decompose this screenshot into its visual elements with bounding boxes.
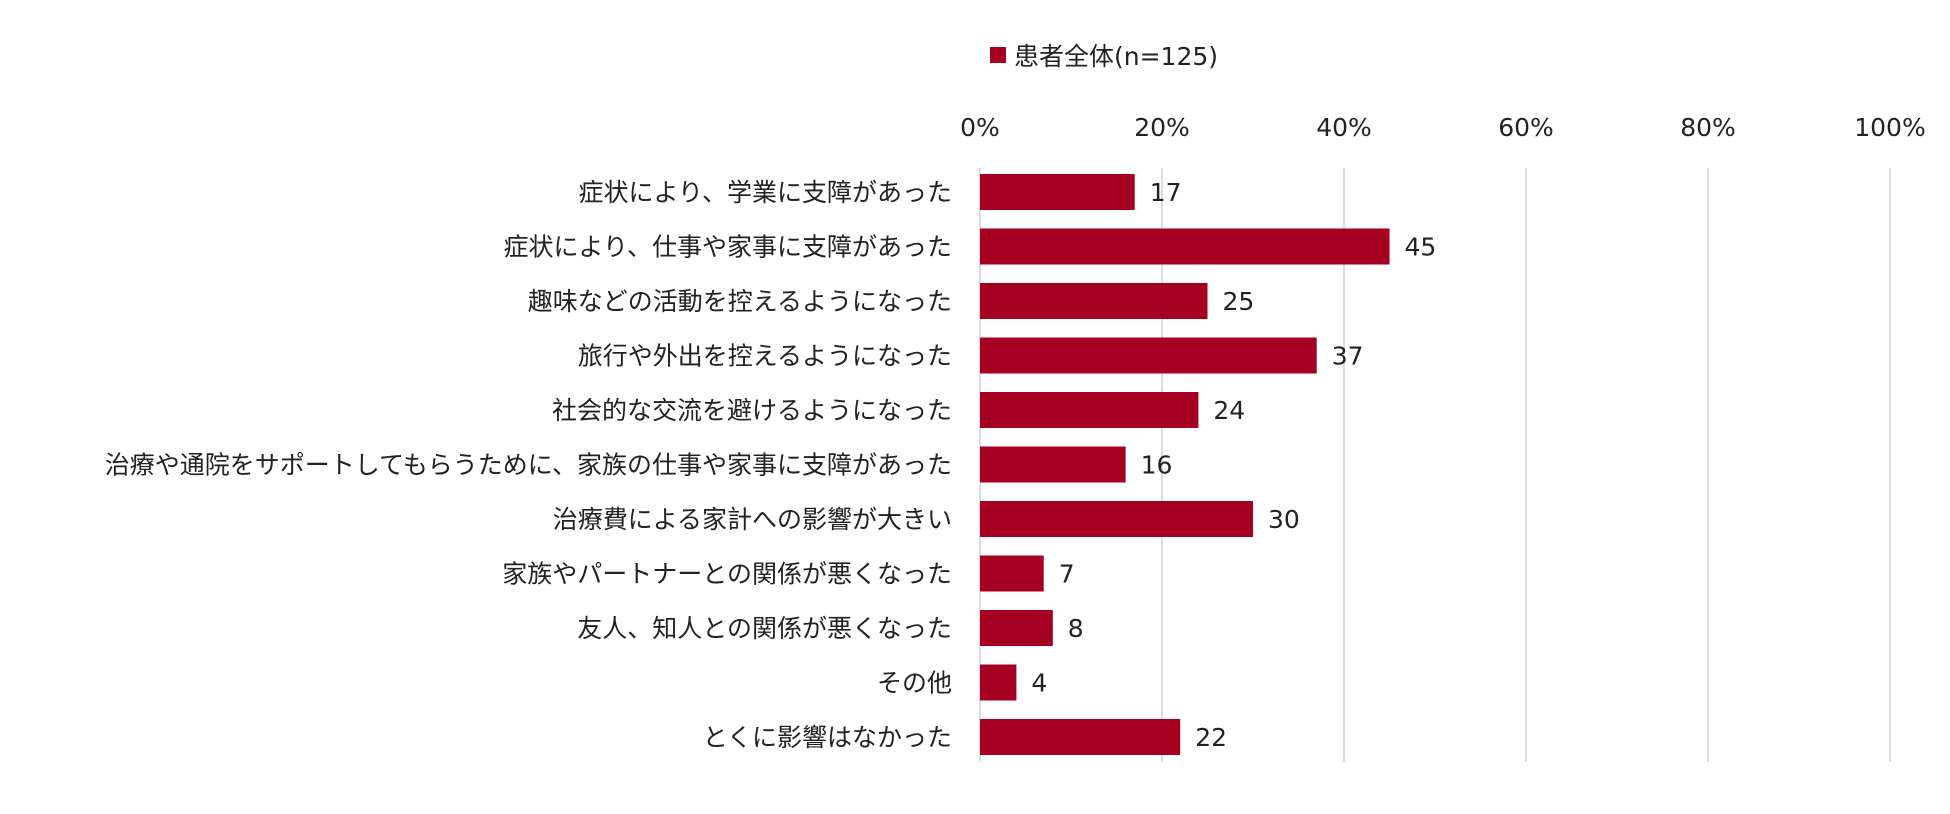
category-label: 治療費による家計への影響が大きい	[553, 505, 952, 534]
category-label: 家族やパートナーとの関係が悪くなった	[502, 560, 952, 589]
category-label: 友人、知人との関係が悪くなった	[577, 614, 952, 643]
x-tick-label: 80%	[1680, 113, 1736, 142]
data-label: 45	[1405, 233, 1437, 262]
data-label: 17	[1150, 178, 1182, 207]
category-label: 治療や通院をサポートしてもらうために、家族の仕事や家事に支障があった	[105, 451, 952, 480]
data-label: 4	[1031, 669, 1047, 698]
x-tick-label: 100%	[1854, 113, 1925, 142]
legend-label: 患者全体(n=125)	[1014, 42, 1219, 71]
x-tick-label: 20%	[1134, 113, 1190, 142]
data-label: 30	[1268, 505, 1300, 534]
x-tick-label: 40%	[1316, 113, 1372, 142]
bar	[980, 283, 1208, 319]
bar	[980, 501, 1253, 537]
category-label: 旅行や外出を控えるようになった	[578, 342, 952, 371]
category-label: 症状により、学業に支障があった	[578, 178, 952, 207]
x-tick-label: 60%	[1498, 113, 1554, 142]
data-label: 25	[1223, 287, 1255, 316]
bar	[980, 664, 1017, 701]
bar	[980, 446, 1126, 483]
data-label: 24	[1213, 396, 1245, 425]
data-label: 8	[1068, 614, 1084, 643]
category-label: とくに影響はなかった	[703, 723, 952, 752]
category-label: 症状により、仕事や家事に支障があった	[503, 233, 952, 262]
category-label: その他	[877, 669, 952, 698]
bar	[980, 174, 1135, 210]
x-tick-label: 0%	[960, 113, 1000, 142]
category-label: 社会的な交流を避けるようになった	[552, 396, 952, 425]
data-label: 22	[1195, 723, 1227, 752]
data-label: 16	[1141, 451, 1173, 480]
legend-swatch	[990, 47, 1006, 63]
bar	[980, 228, 1390, 265]
chart-legend: 患者全体(n=125)	[990, 38, 1218, 72]
bar	[980, 610, 1053, 646]
data-label: 7	[1059, 560, 1075, 589]
bar	[980, 392, 1199, 428]
category-label: 趣味などの活動を控えるようになった	[528, 287, 952, 316]
data-label: 37	[1332, 342, 1364, 371]
bar	[980, 719, 1181, 755]
bar	[980, 337, 1317, 374]
bar	[980, 555, 1044, 592]
